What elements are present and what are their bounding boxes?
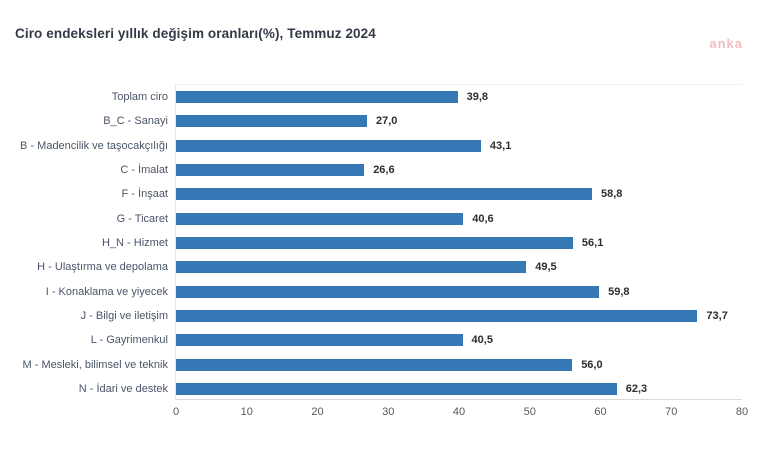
bar: [176, 261, 527, 274]
value-label: 27,0: [376, 115, 398, 128]
plot-area: Toplam ciro 39,8 B_C - Sanayi 27,0 B - Maden…: [20, 84, 748, 418]
value-label: 43,1: [489, 139, 512, 152]
bar: [176, 164, 365, 177]
category-label: B_C - Sanayi: [103, 115, 168, 128]
bar: [176, 285, 600, 298]
bar-row: H_N - Hizmet 56,1: [102, 231, 742, 255]
bar: [176, 212, 464, 225]
value-label: 39,8: [466, 91, 488, 104]
category-label: J - Bilgi ve iletişim: [80, 309, 168, 322]
bar-row: I - Konaklama ve yiyecek 59,8: [46, 279, 742, 303]
value-label: 73,7: [706, 309, 728, 322]
bar: [176, 139, 481, 152]
value-label: 56,0: [581, 358, 603, 371]
chart-title: Ciro endeksleri yıllık değişim oranları(…: [15, 26, 376, 41]
bar: [176, 309, 698, 322]
bar: [176, 115, 368, 128]
x-tick-label: 10: [240, 406, 253, 418]
value-label: 59,8: [608, 285, 630, 298]
category-label: I - Konaklama ve yiyecek: [45, 285, 168, 298]
value-label: 58,8: [601, 188, 623, 201]
category-label: F - İnşaat: [121, 188, 168, 201]
bar-row: Toplam ciro 39,8: [112, 85, 742, 109]
value-label: 40,6: [472, 212, 494, 225]
category-label: Toplam ciro: [111, 91, 168, 104]
bar-row: M - Mesleki, bilimsel ve teknik 56,0: [23, 352, 742, 376]
bar-row: L - Gayrimenkul 40,5: [91, 328, 742, 352]
x-tick-label: 60: [594, 406, 607, 418]
x-tick-label: 80: [735, 406, 749, 418]
bar: [176, 236, 573, 249]
bar-row: F - İnşaat 58,8: [122, 182, 742, 206]
value-label: 62,3: [625, 382, 648, 395]
x-tick-label: 40: [452, 406, 466, 418]
bar-row: B_C - Sanayi 27,0: [103, 109, 742, 133]
x-tick-label: 50: [523, 406, 536, 418]
value-label: 40,5: [471, 334, 493, 347]
category-label: C - İmalat: [120, 164, 168, 177]
bar-row: N - İdari ve destek 62,3: [79, 377, 742, 401]
category-label: G - Ticaret: [116, 212, 168, 225]
bar-row: J - Bilgi ve iletişim 73,7: [81, 304, 742, 328]
category-label: H_N - Hizmet: [101, 236, 168, 249]
bar-row: G - Ticaret 40,6: [117, 207, 742, 231]
bar: [176, 382, 617, 395]
category-label: H - Ulaştırma ve depolama: [37, 261, 168, 274]
bar: [176, 91, 458, 104]
bar-row: C - İmalat 26,6: [120, 158, 742, 182]
value-label: 56,1: [581, 236, 604, 249]
bar-row: B - Madencilik ve taşocakçılığı 43,1: [20, 134, 742, 158]
category-label: M - Mesleki, bilimsel ve teknik: [22, 358, 168, 371]
bar: [176, 358, 573, 371]
bar: [176, 188, 592, 201]
bar-row: H - Ulaştırma ve depolama 49,5: [37, 255, 742, 279]
category-label: N - İdari ve destek: [78, 382, 168, 395]
value-label: 26,6: [373, 164, 395, 177]
x-tick-label: 0: [172, 406, 180, 418]
category-label: L - Gayrimenkul: [90, 334, 168, 347]
anka-watermark: anka: [709, 36, 743, 51]
category-label: B - Madencilik ve taşocakçılığı: [20, 139, 168, 152]
x-tick-label: 30: [382, 406, 395, 418]
x-tick-label: 20: [311, 406, 324, 418]
x-tick-label: 70: [665, 406, 678, 418]
value-label: 49,5: [535, 261, 557, 274]
bar: [176, 334, 463, 347]
